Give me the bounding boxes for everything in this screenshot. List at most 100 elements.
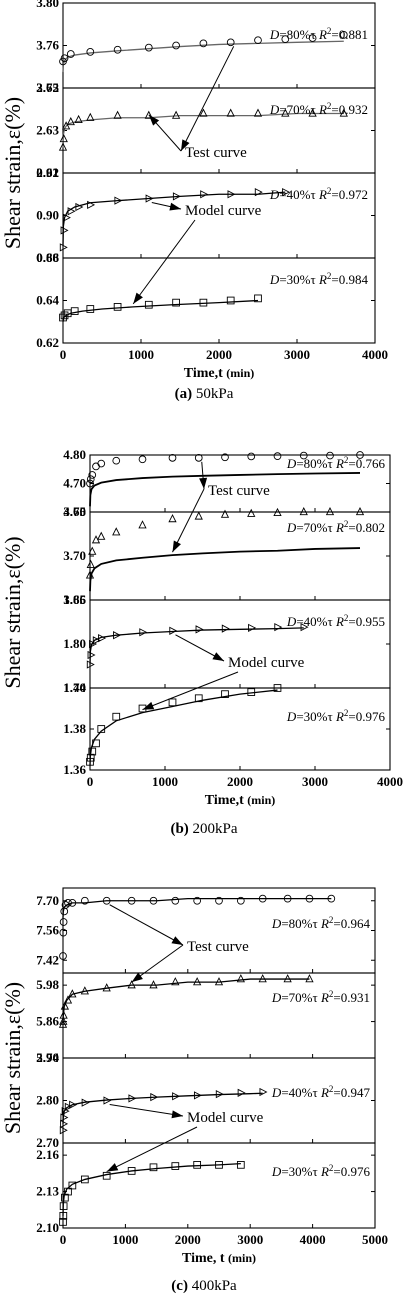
callout-arrow-head [169,202,181,211]
fit-annotation: D=40%τ R2=0.972 [269,186,368,202]
annotation-part: D [269,27,280,42]
test-point-circle [247,452,256,461]
test-point-circle [215,896,223,905]
test-point-triangle [308,108,317,117]
annotation-part: 2 [344,455,349,465]
test-point-square [80,1175,89,1184]
fit-annotation: D=40%τ R2=0.947 [271,1084,371,1100]
callout-arrow-head [131,972,143,983]
test-point-triangle [325,507,335,516]
y-tick-label: 2.65 [36,80,59,95]
test-point-square [68,1181,77,1190]
x-tick-label: 4000 [300,1232,326,1247]
annotation-part: 2 [344,519,349,529]
y-tick-label: 7.56 [36,923,59,938]
chart-group-c: 7.427.567.70D=80%τ R2=0.9645.745.865.98D… [0,887,388,1294]
y-tick-label: 1.36 [63,762,86,777]
test-point-circle [193,896,202,905]
annotation-part: =0.802 [348,520,385,535]
annotation-part: R [335,614,344,629]
test-point-circle [68,899,77,907]
test-point-circle [138,455,147,464]
test-point-circle [113,45,122,54]
fit-annotation: D=80%τ R2=0.766 [286,455,386,471]
callout-arrow-shaft [180,46,235,152]
annotation-part: R [320,916,329,931]
annotation-part: R [318,27,327,42]
callout-arrow-shaft [106,1126,198,1173]
test-point-square [86,305,95,313]
panel: 7.42 7.56 7.70 D=80%τ R2=0.964 [36,887,376,974]
test-point-square [226,296,235,305]
caption-letter: (b) [170,821,188,837]
test-point-triangle-right [172,192,181,201]
test-point-circle [236,896,245,905]
annotation-part: =0.766 [348,456,385,471]
test-point-square [112,712,121,721]
test-point-triangle [305,974,314,983]
annotation-part: =80%τ [281,916,321,931]
y-tick-label: 3.72 [36,80,59,95]
y-tick-label: 7.70 [36,893,59,908]
test-point-triangle-right [274,622,283,632]
fit-annotation: D=40%τ R2=0.955 [286,613,385,629]
y-tick-label: 4.60 [63,504,86,519]
model-curve [62,112,344,148]
annotation-part: =0.931 [333,990,370,1005]
test-point-triangle [144,110,153,119]
y-tick-label: 3.65 [63,592,86,607]
model-curve-label: Model curve [185,203,262,219]
test-point-triangle [168,514,177,523]
test-point-triangle-right [237,1088,246,1097]
callout-arrow-head [172,540,181,553]
test-point-triangle-right [300,622,309,632]
callout-arrow-head [171,1110,183,1119]
y-axis-title: Shear strain,ε(%) [0,982,25,1134]
test-point-square [59,1212,68,1220]
test-point-triangle [149,980,158,989]
test-point-triangle [281,108,290,117]
y-tick-label: 1.40 [63,680,86,695]
annotation-part: =0.881 [331,27,368,42]
annotation-part: D [271,1164,282,1179]
annotation-part: D [286,709,297,724]
fit-annotation: D=80%τ R2=0.881 [269,26,368,42]
annotation-part: R [320,1085,329,1100]
test-point-triangle-right [139,628,148,637]
panel: 1.36 1.38 1.40 D=30%τ R2=0.976 [63,680,391,777]
y-tick-label: 1.80 [63,636,86,651]
test-point-circle [171,896,180,905]
test-point-circle [194,454,203,462]
caption-text: 200kPa [189,821,238,837]
test-point-triangle-right [227,190,236,199]
test-point-triangle-right [215,1089,224,1099]
y-tick-label: 2.70 [36,1135,59,1150]
test-point-triangle [86,112,95,121]
y-tick-label: 5.74 [36,1050,59,1065]
model-curve-callout: Model curve [106,1104,264,1173]
test-point-square [247,688,256,696]
y-tick-label: 0.64 [36,293,59,308]
y-tick-label: 2.10 [36,1220,59,1235]
test-point-circle [299,451,308,460]
y-axis-title: Shear strain,ε(%) [0,97,25,249]
test-point-triangle-right [193,1091,202,1100]
x-tick-label: 1000 [128,347,154,362]
panel: 2.61 2.63 2.65 D=70%τ R2=0.932 [36,80,376,180]
test-point-triangle-right [172,1092,181,1101]
test-point-triangle-right [59,1126,68,1135]
test-point-circle [356,451,364,459]
annotation-part: D [271,990,282,1005]
test-point-triangle-right [89,639,98,649]
test-point-circle [283,894,292,903]
annotation-part: D [286,614,297,629]
test-point-triangle [63,995,73,1004]
test-point-triangle [112,527,121,536]
test-curve-callout: Test curve [172,461,270,553]
test-point-circle [60,54,69,63]
test-point-square [171,1162,180,1170]
test-point-circle [92,462,100,471]
test-point-circle [144,43,153,52]
y-tick-label: 2.16 [36,1147,59,1162]
fit-annotation: D=70%τ R2=0.802 [286,519,385,535]
